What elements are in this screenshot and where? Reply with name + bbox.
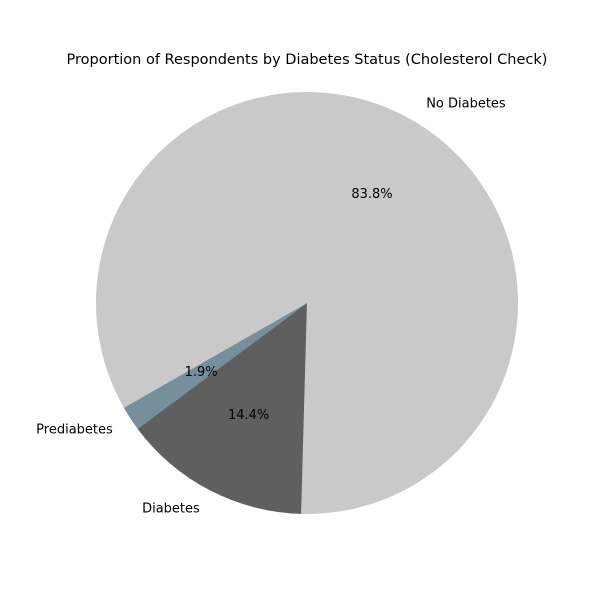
slice-label-no-diabetes: No Diabetes xyxy=(426,96,506,111)
pie-slices xyxy=(96,92,519,515)
slice-label-diabetes: Diabetes xyxy=(142,501,200,516)
slice-label-prediabetes: Prediabetes xyxy=(36,423,113,438)
percent-label-diabetes: 14.4% xyxy=(228,408,269,423)
pie-labels: No Diabetes 83.8% Prediabetes 1.9% Diabetes 1… xyxy=(36,96,506,516)
pie-slice-diabetes xyxy=(137,303,307,514)
percent-label-prediabetes: 1.9% xyxy=(185,365,218,380)
pie-slice-prediabetes xyxy=(123,303,307,429)
percent-label-no-diabetes: 83.8% xyxy=(351,187,392,202)
pie-slice-no-diabetes xyxy=(96,92,519,515)
chart-title: Proportion of Respondents by Diabetes St… xyxy=(67,52,548,68)
